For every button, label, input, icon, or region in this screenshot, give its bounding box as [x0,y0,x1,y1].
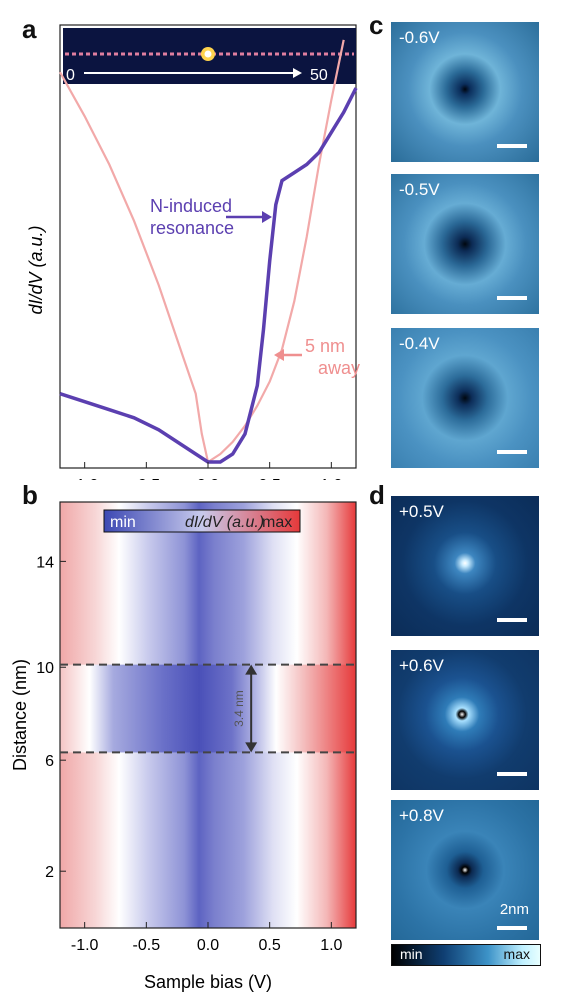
panel-a-frame [59,24,357,469]
panel-c-scalebar-1 [497,144,527,148]
panel-b-xtick-label: 1.0 [320,937,342,954]
panel-d-label-3: +0.8V [399,806,444,825]
inset-start-label: 0 [66,67,75,84]
panel-b-ytick-label: 10 [36,660,54,677]
heatmap-band [60,664,356,753]
panel-d-map-1: +0.5V [391,496,539,636]
colorbar-min: min [110,514,136,531]
panel-d-scalebar-1 [497,618,527,622]
panel-d-map-3: +0.8V 2nm [391,800,539,940]
panel-b-ylabel: Distance (nm) [10,659,30,771]
annotation-away-1: 5 nm [305,336,345,356]
panel-a-xtick-label: 0.5 [259,477,281,480]
panel-letter-d: d [369,480,385,510]
panel-c-map-2: -0.5V [391,174,539,314]
band-width-arrow-down [245,742,258,753]
panel-b-ytick-label: 2 [45,864,54,881]
panel-d-scale-text: 2nm [499,901,529,918]
panel-c-label-1: -0.6V [399,28,440,47]
panel-c-label-2: -0.5V [399,180,440,199]
panel-c-scalebar-3 [497,450,527,454]
band-width-marker: 3.4 nm [232,664,258,753]
annotation-away-2: away [318,358,360,378]
colorbar-label: dI/dV (a.u.) [185,514,264,531]
panel-d-cbar-min: min [400,946,423,962]
panel-d-label-1: +0.5V [399,502,444,521]
panel-d-scalebar-3 [497,926,527,930]
panel-c-label-3: -0.4V [399,334,440,353]
panel-a-chart: 0 50 N-induced resonance 5 nm away -1.0 -… [26,24,360,480]
colorbar-frame [103,509,301,533]
panel-a-xtick-label: 0.0 [197,477,219,480]
band-width-arrow-up [245,664,258,675]
series-line-away [59,39,345,464]
panel-b-xtick-label: -0.5 [133,937,161,954]
annotation-resonance-1: N-induced [150,196,232,216]
band-width-label: 3.4 nm [232,690,246,727]
annotation-resonance-2: resonance [150,218,234,238]
panel-c-map-1: -0.6V [391,22,539,162]
panel-b-heatmap: 3.4 nm min dI/dV (a.u.) max -1.0 -0.5 0.0 0… [10,501,357,992]
inset-end-label: 50 [310,67,328,84]
panel-b-xlabel: Sample bias (V) [144,972,272,992]
series-line-resonance [59,87,358,464]
panel-c-map-3: -0.4V [391,328,539,468]
panel-b-xtick-label: 0.5 [259,937,281,954]
annotation-resonance-arrowhead [262,211,272,223]
panel-a-xtick-label: -1.0 [71,477,99,480]
colorbar-bg [104,510,300,532]
panel-letter-b: b [22,480,38,510]
panel-d-cbar-max: max [503,946,530,962]
panel-b-ytick-label: 14 [36,554,54,571]
panel-a-xtick-label: 1.0 [320,477,342,480]
annotation-away-arrowhead [274,349,284,361]
panel-d-colorbar: min max [391,944,541,966]
panel-d-label-2: +0.6V [399,656,444,675]
panel-letter-c: c [369,10,384,40]
panel-letter-a: a [22,14,37,44]
panel-d-scalebar-2 [497,772,527,776]
panel-b-xtick-label: -1.0 [71,937,99,954]
panel-b-ytick-label: 6 [45,753,54,770]
panel-b-xtick-label: 0.0 [197,937,219,954]
panel-a-ylabel: dI/dV (a.u.) [26,225,46,314]
colorbar-max: max [262,514,292,531]
panel-c-scalebar-2 [497,296,527,300]
panel-a-xtick-label: -0.5 [133,477,161,480]
inset-arrowhead [293,68,302,78]
panel-d-map-2: +0.6V [391,650,539,790]
inset-hotspot-core [204,50,212,58]
